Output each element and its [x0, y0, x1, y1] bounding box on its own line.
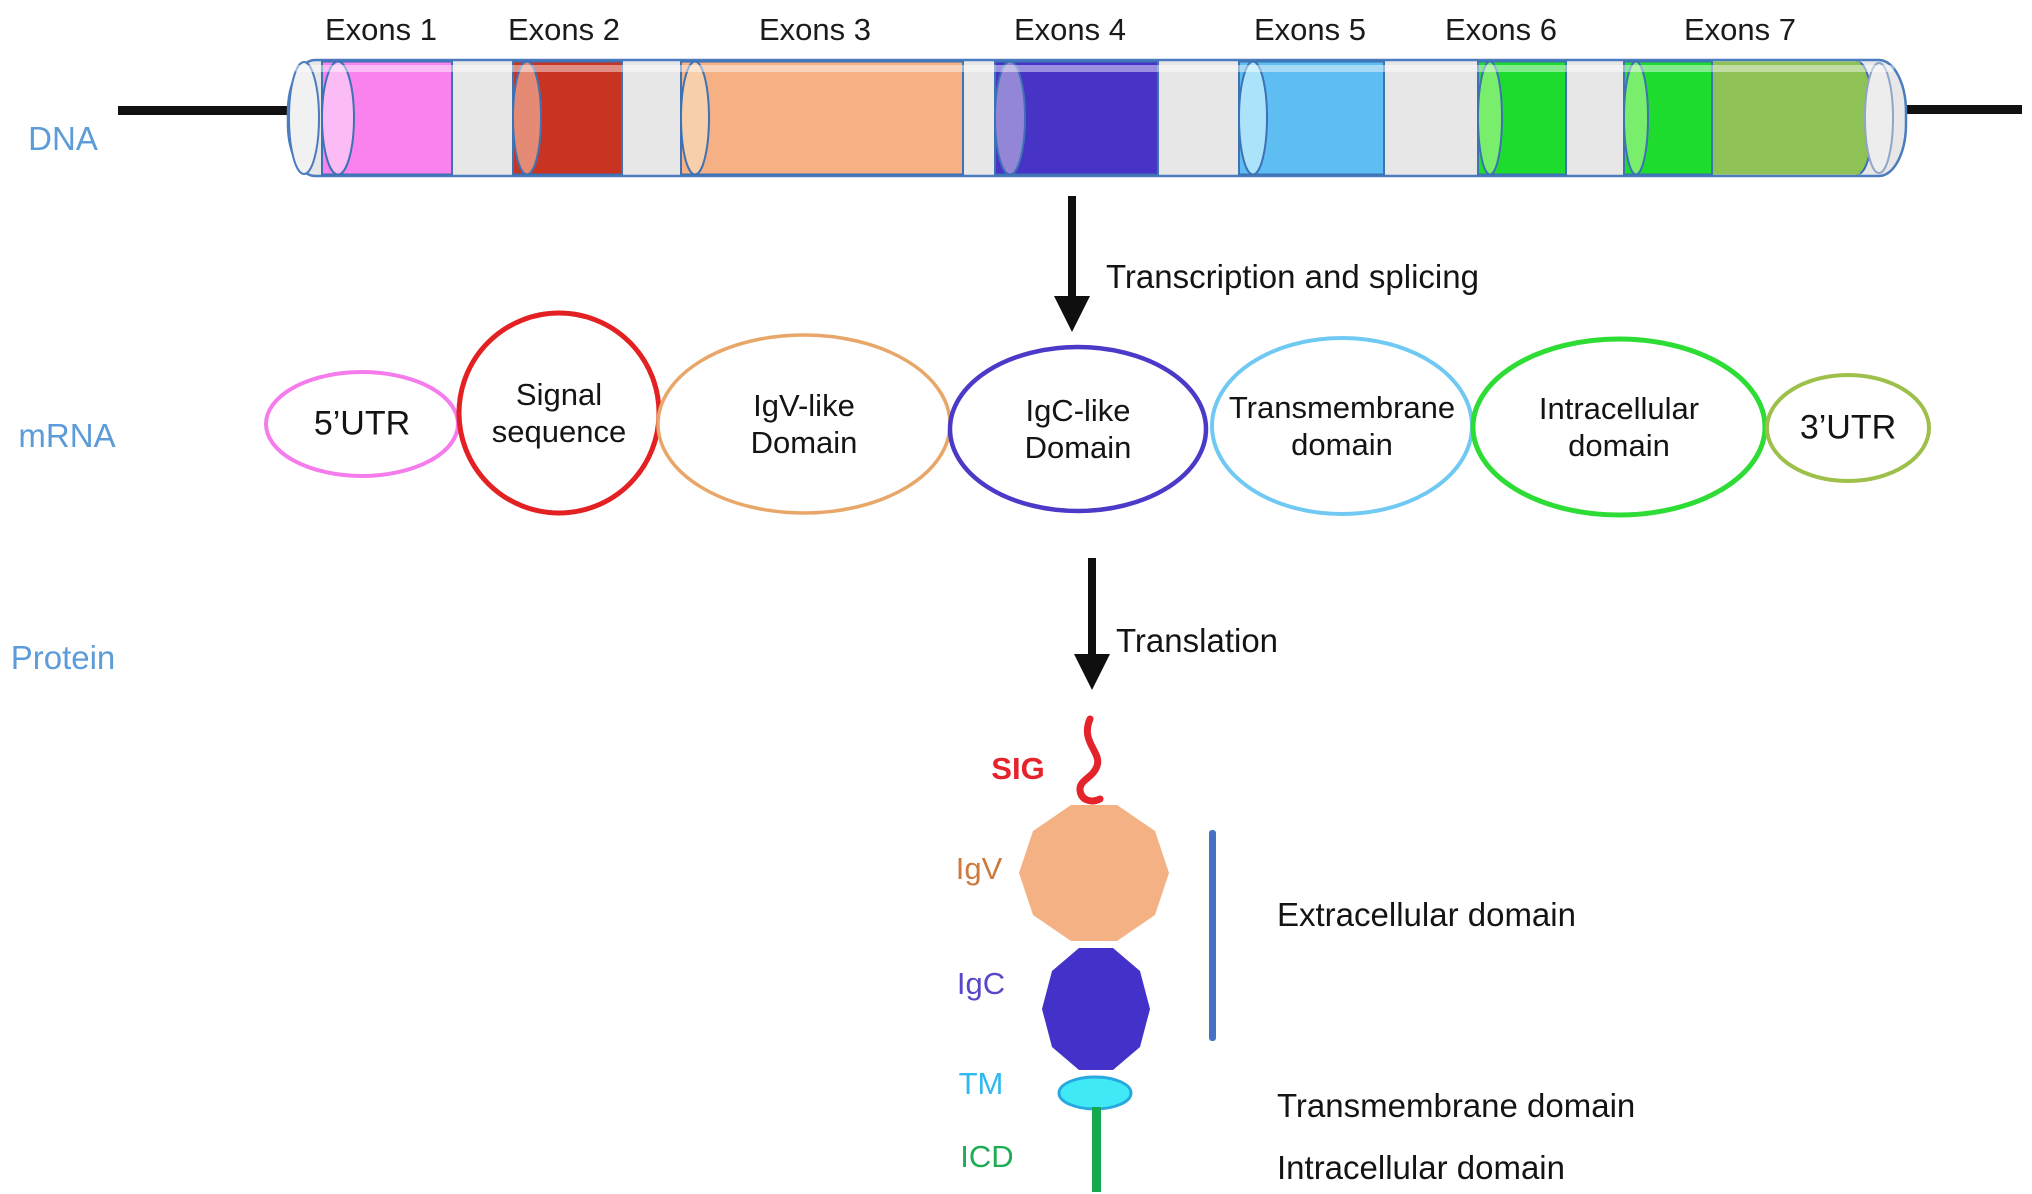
transmembrane-domain-annotation: Transmembrane domain	[1277, 1087, 1636, 1124]
transmembrane-ellipse	[1057, 1075, 1133, 1111]
tm-label: TM	[958, 1066, 1004, 1101]
row-label-dna: DNA	[28, 120, 98, 157]
mrna-igv-label: IgV-like Domain	[750, 388, 858, 460]
row-label-protein: Protein	[10, 639, 116, 676]
transcription-arrow	[1054, 196, 1090, 332]
signal-peptide-squiggle	[1076, 715, 1104, 805]
mrna-transmembrane-label: Transmembrane domain	[1228, 390, 1456, 462]
exon-3-edge	[680, 60, 710, 176]
icd-stalk-line	[1092, 1107, 1101, 1192]
dna-line-right	[1903, 105, 2022, 114]
igv-label: IgV	[955, 851, 1003, 886]
dna-line-left	[118, 106, 290, 115]
mrna-igc-ellipse	[947, 344, 1209, 514]
intracellular-domain-annotation: Intracellular domain	[1277, 1149, 1565, 1186]
igc-decagon	[1042, 948, 1150, 1070]
icd-label: ICD	[960, 1139, 1014, 1174]
exon-1-edge	[321, 60, 355, 176]
dna-tube-right-cap	[1864, 62, 1894, 174]
mrna-signal-label: Signal sequence	[491, 377, 627, 449]
row-label-mrna: mRNA	[18, 417, 116, 454]
extracellular-bracket-line	[1209, 830, 1216, 1041]
mrna-intracellular-ellipse	[1470, 336, 1768, 518]
translation-label: Translation	[1116, 622, 1279, 659]
exon-7b-cylinder	[1712, 61, 1860, 175]
exon-6-edge	[1477, 60, 1503, 176]
exon-4-label: Exons 4	[1013, 12, 1127, 47]
dna-tube-left-cap	[288, 61, 320, 175]
mrna-igc-label: IgC-like Domain	[1024, 393, 1132, 465]
dna-tube-highlight	[294, 65, 1894, 72]
mrna-segment-ellipses	[264, 310, 1931, 518]
exon-6-label: Exons 6	[1444, 12, 1558, 47]
exon-7-label: Exons 7	[1683, 12, 1797, 47]
exon-2-label: Exons 2	[507, 12, 621, 47]
exon-3-label: Exons 3	[758, 12, 872, 47]
exon-5-label: Exons 5	[1253, 12, 1367, 47]
extracellular-domain-annotation: Extracellular domain	[1277, 896, 1576, 933]
mrna-3utr-label: 3’UTR	[1799, 408, 1897, 447]
exon-7-edge	[1623, 60, 1649, 176]
mrna-5utr-label: 5’UTR	[313, 404, 411, 443]
exon-cylinders	[321, 60, 1874, 176]
translation-arrow	[1074, 558, 1110, 690]
exon-4-edge	[994, 60, 1026, 176]
exon-3-cylinder	[680, 60, 964, 176]
igv-decagon	[1019, 805, 1169, 941]
mrna-3utr-ellipse	[1765, 373, 1931, 483]
exon-1-label: Exons 1	[324, 12, 438, 47]
transcription-label: Transcription and splicing	[1106, 258, 1479, 295]
igc-label: IgC	[956, 966, 1006, 1001]
exon-2-edge	[512, 60, 542, 176]
sig-label: SIG	[991, 751, 1045, 786]
mrna-intracellular-label: Intracellular domain	[1538, 391, 1700, 463]
exon-5-edge	[1238, 60, 1268, 176]
